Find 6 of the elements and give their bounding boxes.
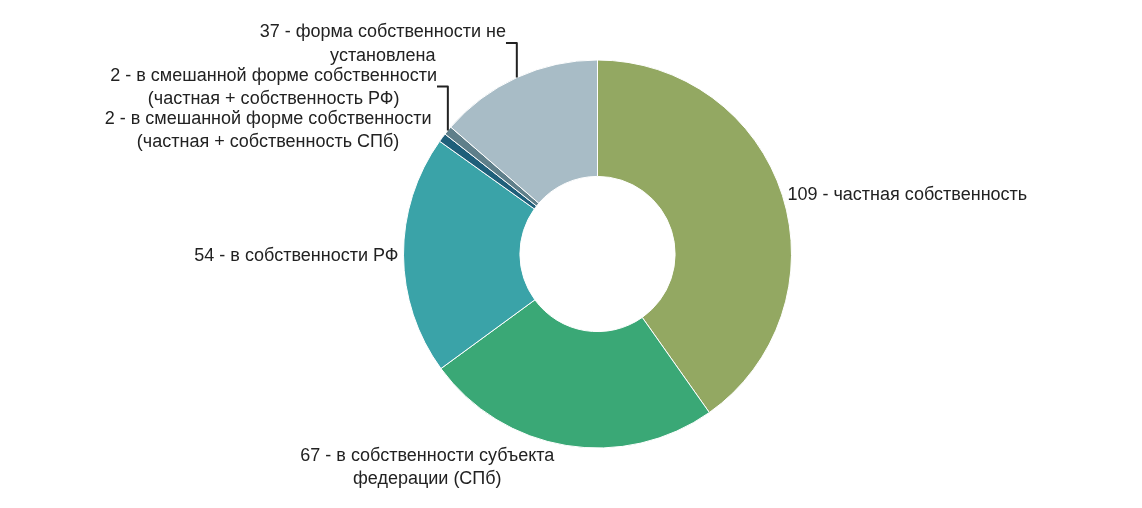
slice-label: 109 - частная собственность xyxy=(787,184,1028,205)
slice-label: 2 - в смешанной форме собственности (частная + собственность РФ) xyxy=(110,64,437,109)
slice-label: 37 - форма собственности не установлена xyxy=(259,21,506,65)
slice-label: 2 - в смешанной форме собственности (частная + собственность СПб) xyxy=(104,108,432,152)
slice-label: 67 - в собственности субъекта федерации (СПб) xyxy=(300,444,556,489)
slice-label: 54 - в собственности РФ xyxy=(194,245,399,266)
